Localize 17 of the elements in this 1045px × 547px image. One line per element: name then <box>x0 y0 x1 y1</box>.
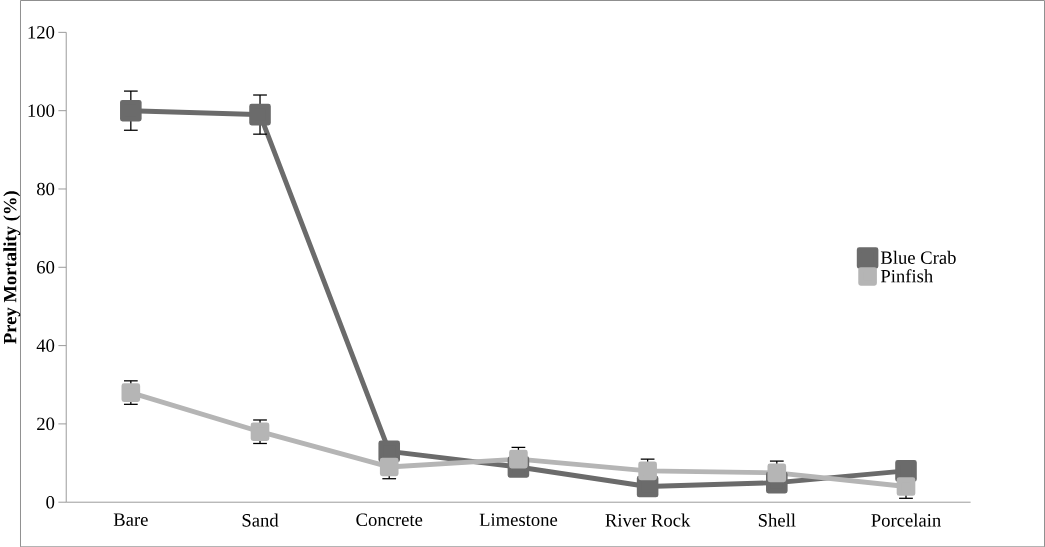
legend-label: Pinfish <box>880 269 933 283</box>
y-tick-label: 80 <box>36 182 55 196</box>
y-axis-title: Prey Mortality (%) <box>3 191 21 344</box>
x-tick-label: Porcelain <box>871 513 941 527</box>
x-tick-label: River Rock <box>605 513 691 527</box>
y-tick-label: 120 <box>28 25 55 39</box>
y-tick-label: 20 <box>37 417 55 431</box>
y-tick-label: 40 <box>36 339 55 352</box>
y-tick-label: 60 <box>37 260 55 274</box>
y-tick-label: 0 <box>46 495 55 509</box>
x-tick-label: Concrete <box>356 513 423 526</box>
x-tick-label: Sand <box>242 513 279 527</box>
x-tick-label: Limestone <box>479 513 558 526</box>
y-tick-label: 100 <box>28 104 55 117</box>
legend-label: Blue Crab <box>880 250 956 264</box>
x-tick-label: Bare <box>113 513 148 526</box>
x-tick-label: Shell <box>758 513 796 527</box>
